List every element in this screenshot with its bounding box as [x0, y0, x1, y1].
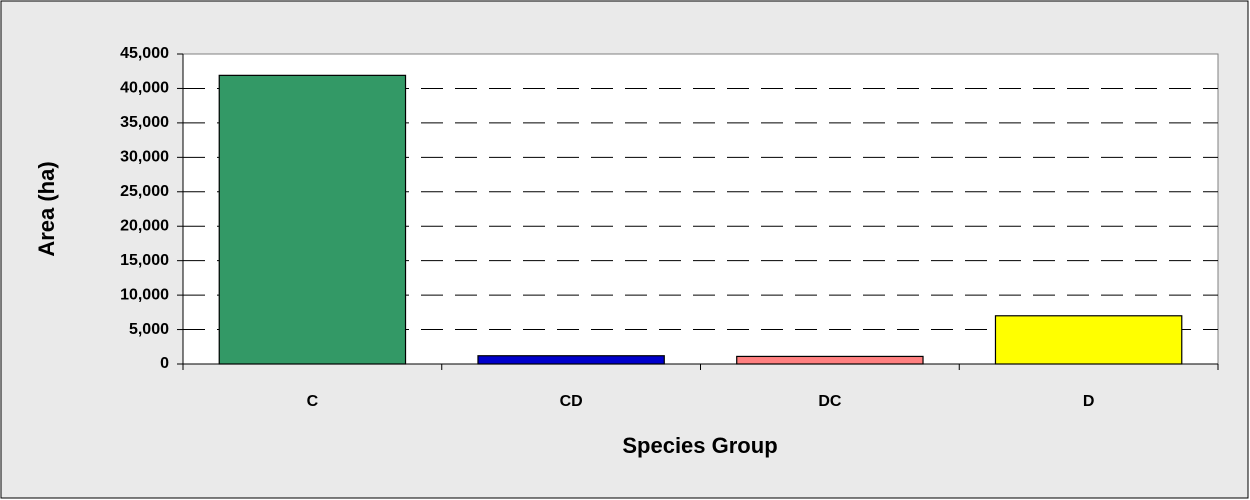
x-tick-label: DC — [818, 393, 842, 410]
y-tick-label: 0 — [160, 355, 169, 372]
x-axis-title: Species Group — [622, 433, 777, 458]
y-tick-label: 30,000 — [120, 149, 169, 166]
y-tick-label: 10,000 — [120, 286, 169, 303]
x-tick-label: CD — [560, 393, 583, 410]
bar — [994, 315, 1183, 365]
x-tick-label: C — [307, 393, 319, 410]
y-tick-label: 20,000 — [120, 217, 169, 234]
bar — [736, 355, 924, 365]
y-tick-label: 45,000 — [120, 45, 169, 62]
bar — [218, 74, 407, 365]
y-tick-label: 25,000 — [120, 183, 169, 200]
y-tick-label: 5,000 — [129, 321, 169, 338]
y-axis-title: Area (ha) — [34, 161, 59, 256]
bar — [477, 355, 665, 365]
y-tick-label: 35,000 — [120, 114, 169, 131]
y-tick-label: 15,000 — [120, 252, 169, 269]
x-tick-label: D — [1083, 393, 1095, 410]
y-tick-label: 40,000 — [120, 80, 169, 97]
